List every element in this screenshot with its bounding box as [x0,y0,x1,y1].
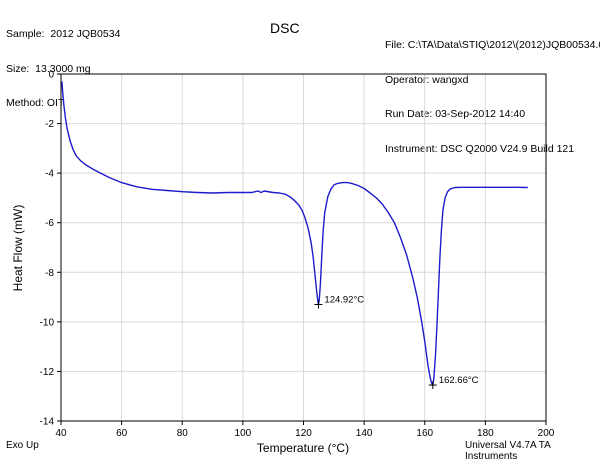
method-label: Method: OIT [6,97,65,109]
peak-label: 162.66°C [439,375,479,386]
x-axis-label: Temperature (°C) [257,441,349,455]
file-label: File: C:\TA\Data\STIQ\2012\(2012)JQB0053… [385,39,600,51]
x-tick-label: 120 [295,428,312,439]
chart-title: DSC [270,20,300,36]
y-tick-label: -10 [40,317,55,328]
run-info: File: C:\TA\Data\STIQ\2012\(2012)JQB0053… [385,17,600,167]
y-tick-label: -14 [40,417,55,428]
x-tick-label: 140 [356,428,373,439]
y-axis-label: Heat Flow (mW) [11,205,25,292]
run-date-label: Run Date: 03-Sep-2012 14:40 [385,108,526,120]
axis-ticks: 40 60 80 100 120 140 160 180 200 0 -2 -4 -6 -8 -10 -12 -… [40,70,555,440]
exo-up-label: Exo Up [6,440,39,451]
instrument-label: Instrument: DSC Q2000 V24.9 Build 121 [385,142,575,155]
y-tick-label: -8 [45,268,54,279]
y-tick-label: -2 [45,119,54,130]
y-tick-label: -4 [45,169,54,180]
sample-info: Sample: 2012 JQB0534 Size: 13.3000 mg Me… [6,6,120,121]
peak-annotations: 124.92°C 162.66°C [314,295,479,390]
x-tick-label: 160 [416,428,433,439]
x-tick-label: 60 [116,428,128,439]
y-tick-label: -12 [40,367,55,378]
y-tick-label: 0 [48,70,54,81]
operator-label: Operator: wangxd [385,73,469,86]
grid [61,74,546,421]
x-tick-label: 80 [177,428,189,439]
x-tick-label: 100 [235,428,252,439]
software-version-label: Universal V4.7A TA Instruments [465,440,551,462]
x-tick-label: 200 [538,428,555,439]
heat-flow-line [61,81,528,386]
x-tick-label: 40 [55,428,67,439]
peak-label: 124.92°C [324,295,364,306]
size-label: Size: 13.3000 mg [6,62,91,75]
sample-label: Sample: 2012 JQB0534 [6,28,121,40]
x-tick-label: 180 [477,428,494,439]
y-tick-label: -6 [45,218,54,229]
